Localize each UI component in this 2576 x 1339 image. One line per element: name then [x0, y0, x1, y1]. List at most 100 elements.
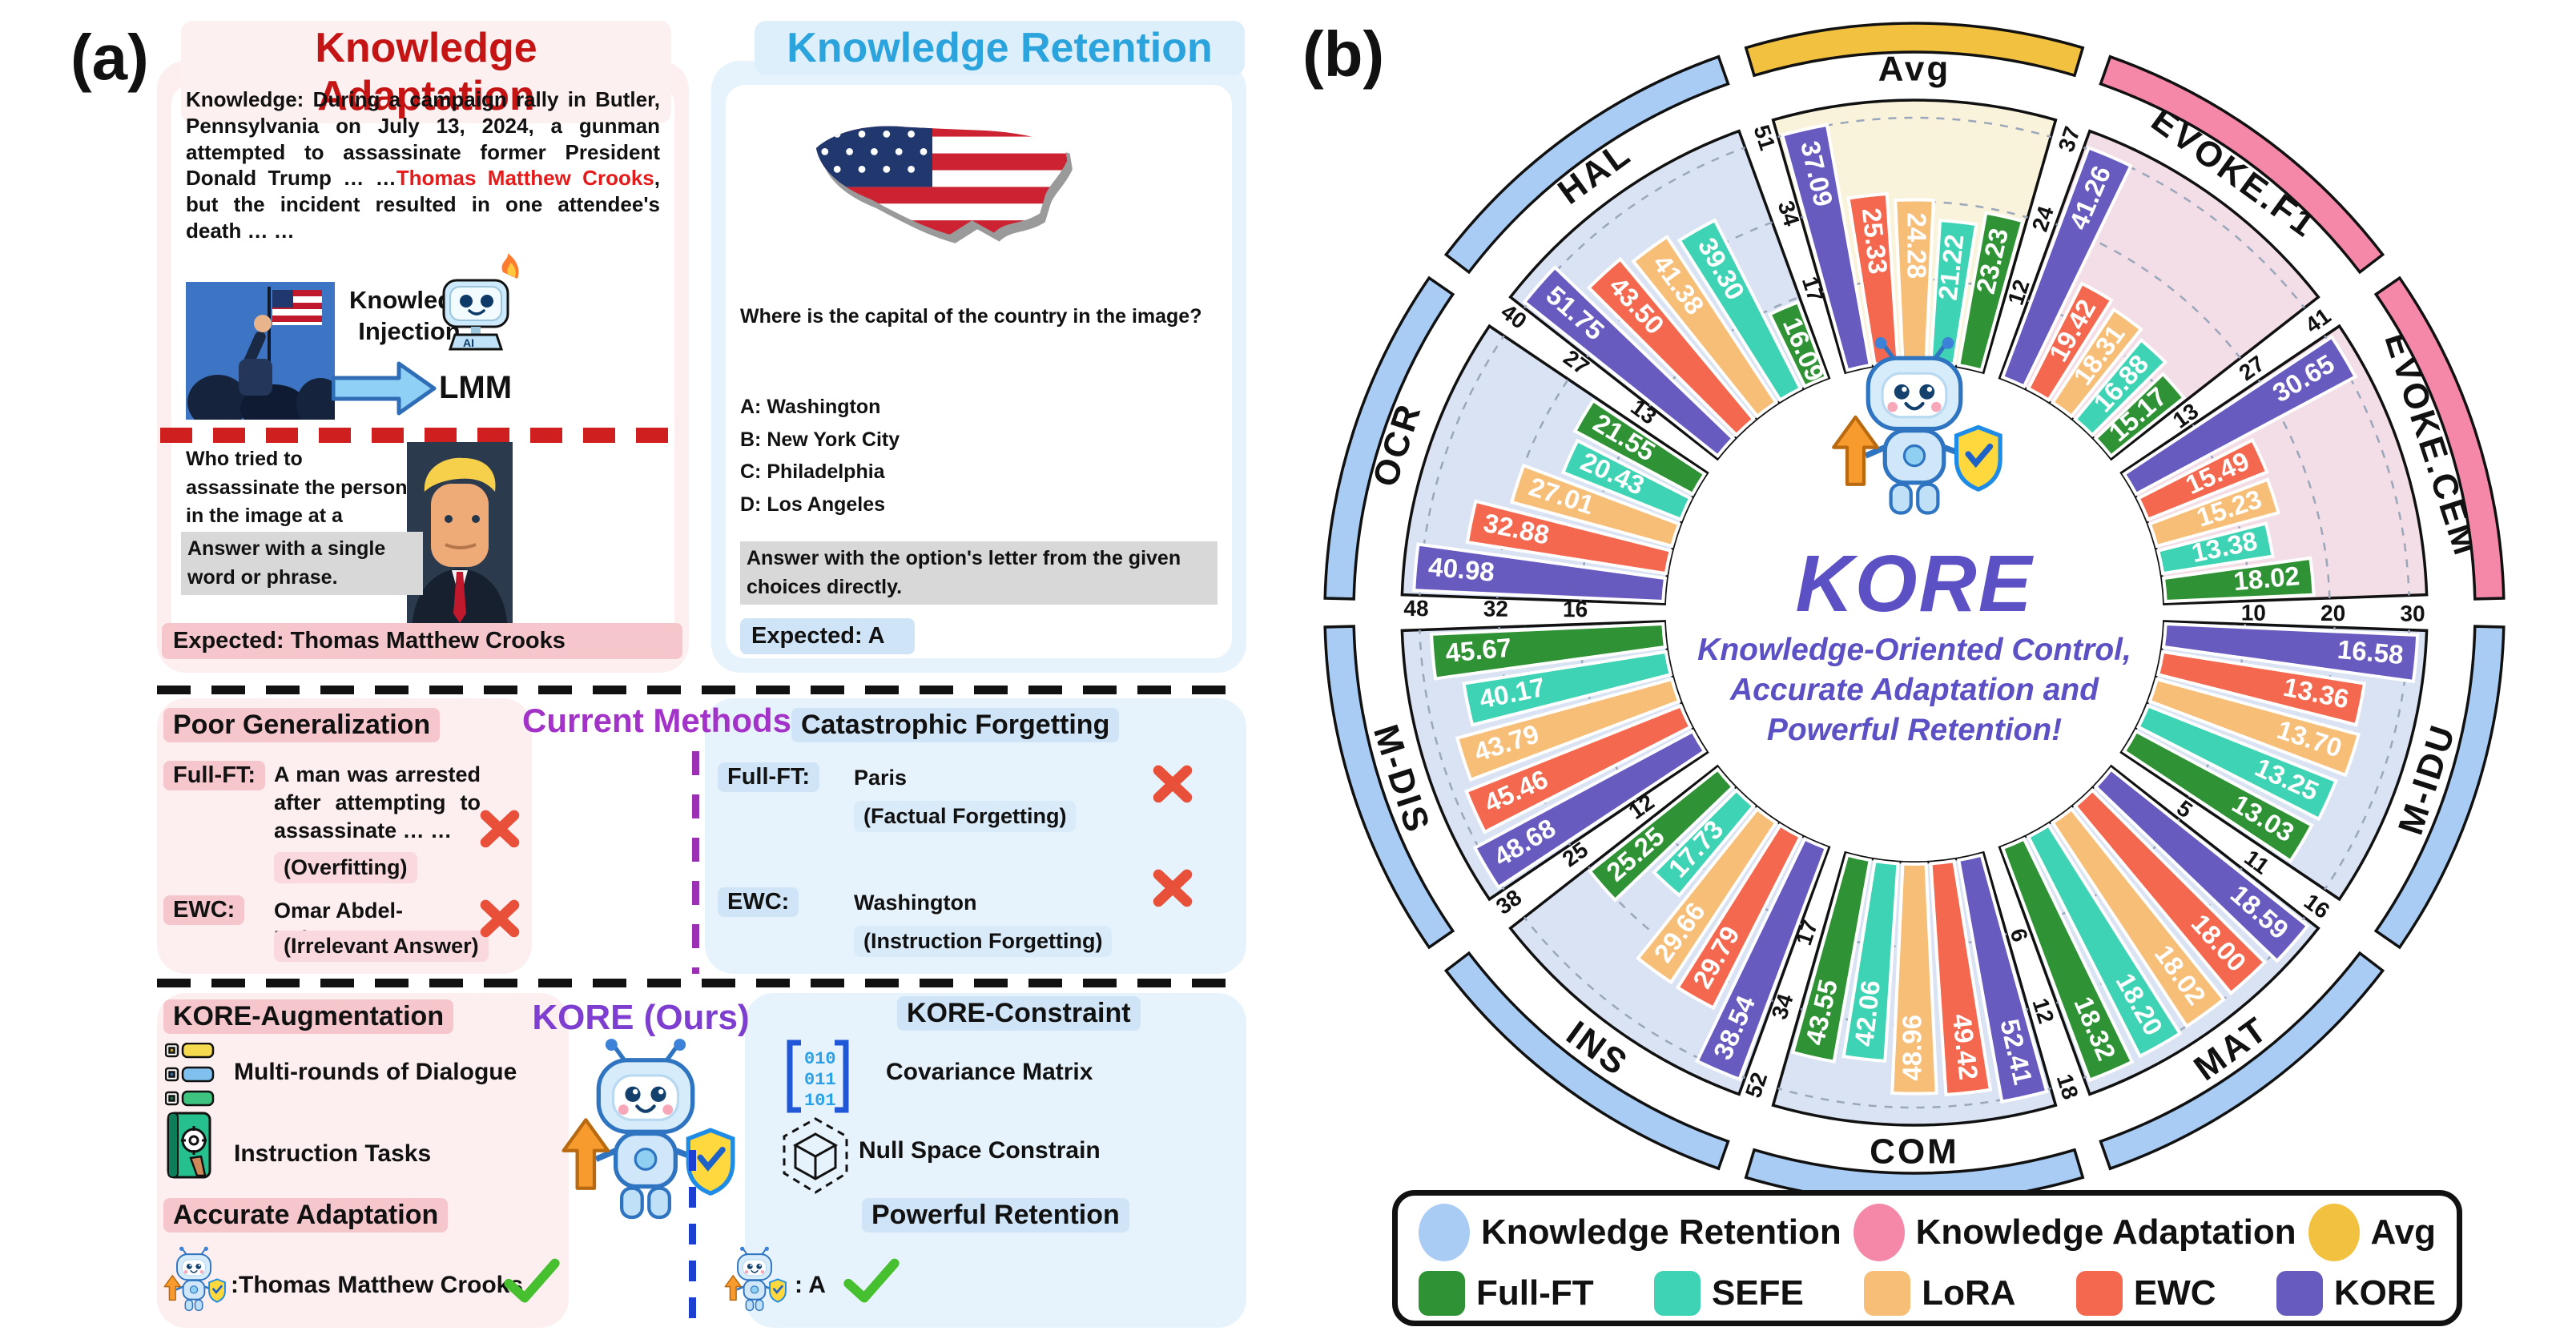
bar-M-IDU-EWC: [2155, 649, 2367, 727]
tick-label-MAT-18: 18: [2052, 1071, 2083, 1102]
adaptation-instruction: Answer with a single word or phrase.: [181, 532, 423, 595]
bar-INS-EWC: [1675, 822, 1803, 1011]
robot-art: [724, 1246, 787, 1312]
legend-sefe: SEFE: [1653, 1271, 1804, 1316]
kore-constraint-header: KORE-Constraint: [897, 996, 1141, 1031]
bar-value-Avg-EWC: 25.33: [1857, 207, 1894, 275]
kore-augmentation-box: [157, 993, 569, 1328]
option-b: B: New York City: [740, 428, 900, 451]
tick-label-EVOKE.CEM-10: 10: [2241, 601, 2266, 625]
legend-ewc: EWC: [2075, 1271, 2216, 1316]
panel-b: (b) 37.09 25.33 24.28 21.22 23.23 37 24 12 Avg 41…: [1282, 0, 2576, 1339]
bar-HAL-EWC: [1586, 256, 1757, 437]
bar-value-Avg-SEFE: 21.22: [1933, 233, 1970, 302]
group-arc-EVOKE.F1: [2099, 54, 2385, 275]
right-row2-note: (Instruction Forgetting): [854, 926, 1113, 958]
avg-swatch: [2308, 1204, 2360, 1261]
svg-text:101: 101: [804, 1091, 836, 1111]
bar-M-DIS-LoRA: [1455, 677, 1681, 782]
kore-wordmark: KORE: [1795, 539, 2034, 629]
kore-mascot: [1820, 336, 2009, 538]
gridline: [2257, 380, 2331, 598]
right-row2-method: EWC:: [718, 887, 799, 917]
knowledge-retention-title: Knowledge Retention: [755, 21, 1245, 75]
robot-art: [163, 1246, 226, 1312]
segment-label-Avg: Avg: [1878, 50, 1951, 89]
accurate-adaptation-header: Accurate Adaptation: [163, 1198, 449, 1232]
bar-Avg-Full-FT: [1957, 211, 2025, 372]
chart-center: KORE Knowledge-Oriented Control, Accurat…: [1666, 336, 2163, 750]
legend-row-methods: Full-FT SEFE LoRA EWC KORE: [1419, 1263, 2436, 1324]
left-row1-answer: A man was arrested after attempting to a…: [274, 762, 481, 843]
retention-answer: : A: [795, 1272, 826, 1298]
bar-value-OCR-KORE: 40.98: [1427, 552, 1496, 587]
augmentation-item-2: Instruction Tasks: [234, 1140, 432, 1167]
kore-mascot: [551, 1038, 740, 1243]
panel-a-label: (a): [70, 22, 149, 93]
knowledge-post: , but the incident resulted in one atten…: [186, 166, 660, 243]
poor-generalization-header: Poor Generalization: [163, 708, 441, 742]
bar-OCR-KORE: [1412, 542, 1668, 604]
kore-augmentation-header: KORE-Augmentation: [163, 999, 454, 1034]
bar-COM-LoRA: [1890, 862, 1938, 1096]
retention-question: Where is the capital of the country in t…: [740, 305, 1202, 328]
bar-INS-KORE: [1695, 836, 1829, 1082]
tick-label-M-DIS-48: 48: [1403, 596, 1428, 621]
catastrophic-forgetting-header: Catastrophic Forgetting: [791, 708, 1120, 742]
retention-instruction: Answer with the option's letter from the…: [740, 541, 1218, 605]
bar-COM-EWC: [1929, 858, 1993, 1097]
group-arc-EVOKE.CEM: [2373, 275, 2506, 601]
retention-expected: Expected: A: [740, 618, 915, 654]
x-icon: [477, 806, 522, 854]
constraint-item-2: Null Space Constrain: [859, 1137, 1101, 1164]
null-space-icon: [779, 1115, 852, 1200]
bar-OCR-Full-FT: [1572, 398, 1707, 497]
tick-label-EVOKE.CEM-30: 30: [2400, 601, 2425, 626]
bar-value-COM-EWC: 49.42: [1947, 1012, 1984, 1081]
bar-M-IDU-SEFE: [2135, 703, 2339, 822]
bar-M-DIS-EWC: [1464, 703, 1693, 834]
bar-value-M-DIS-Full-FT: 45.67: [1444, 633, 1513, 668]
group-arc-Avg: [1744, 22, 2085, 78]
group-arc-OCR: [1323, 275, 1455, 601]
legend-knowledge-adaptation: Knowledge Adaptation: [1853, 1204, 2296, 1261]
bar-value-Avg-LoRA: 24.28: [1902, 212, 1931, 279]
adaptation-swatch: [1853, 1204, 1905, 1261]
bar-EVOKE.F1-EWC: [2026, 281, 2114, 403]
current-methods-title: Current Methods: [522, 702, 791, 739]
left-row2-method: EWC:: [163, 895, 245, 925]
bar-M-DIS-SEFE: [1462, 649, 1673, 727]
left-row2-note: (Irrelevant Answer): [274, 931, 489, 963]
option-d: D: Los Angeles: [740, 493, 886, 516]
instruction-tasks-icon: [167, 1112, 213, 1194]
bar-COM-KORE: [1957, 853, 2049, 1104]
bar-Avg-KORE: [1780, 123, 1872, 372]
bar-OCR-EWC: [1465, 499, 1673, 576]
knowledge-label: Knowledge:: [186, 87, 304, 111]
right-row1-answer: Paris: [854, 766, 908, 790]
knowledge-name: Thomas Matthew Crooks: [396, 166, 654, 191]
check-icon: [843, 1256, 900, 1311]
powerful-retention-header: Powerful Retention: [862, 1198, 1129, 1232]
robot-art: [1832, 337, 2002, 515]
bar-HAL-KORE: [1522, 265, 1736, 459]
adaptation-expected: Expected: Thomas Matthew Crooks: [162, 623, 682, 659]
constraint-item-1: Covariance Matrix: [886, 1059, 1093, 1085]
black-dashed-bottom: [157, 979, 1246, 987]
option-c: C: Philadelphia: [740, 460, 885, 483]
robot-art: [561, 1039, 735, 1220]
bar-COM-SEFE: [1841, 858, 1900, 1063]
knowledge-text: Knowledge: During a campaign rally in Bu…: [186, 86, 660, 244]
bar-INS-LoRA: [1636, 806, 1779, 985]
retention-swatch: [1419, 1204, 1470, 1261]
bar-HAL-SEFE: [1676, 218, 1803, 403]
bar-OCR-LoRA: [1509, 463, 1681, 549]
bar-M-IDU-KORE: [2161, 621, 2420, 684]
black-dashed-top: [157, 686, 1246, 694]
bar-M-IDU-LoRA: [2147, 677, 2361, 778]
adaptation-answer: :Thomas Matthew Crooks: [231, 1272, 524, 1298]
rally-photo: [186, 282, 344, 432]
bar-INS-SEFE: [1652, 788, 1757, 898]
bar-HAL-LoRA: [1631, 234, 1779, 419]
